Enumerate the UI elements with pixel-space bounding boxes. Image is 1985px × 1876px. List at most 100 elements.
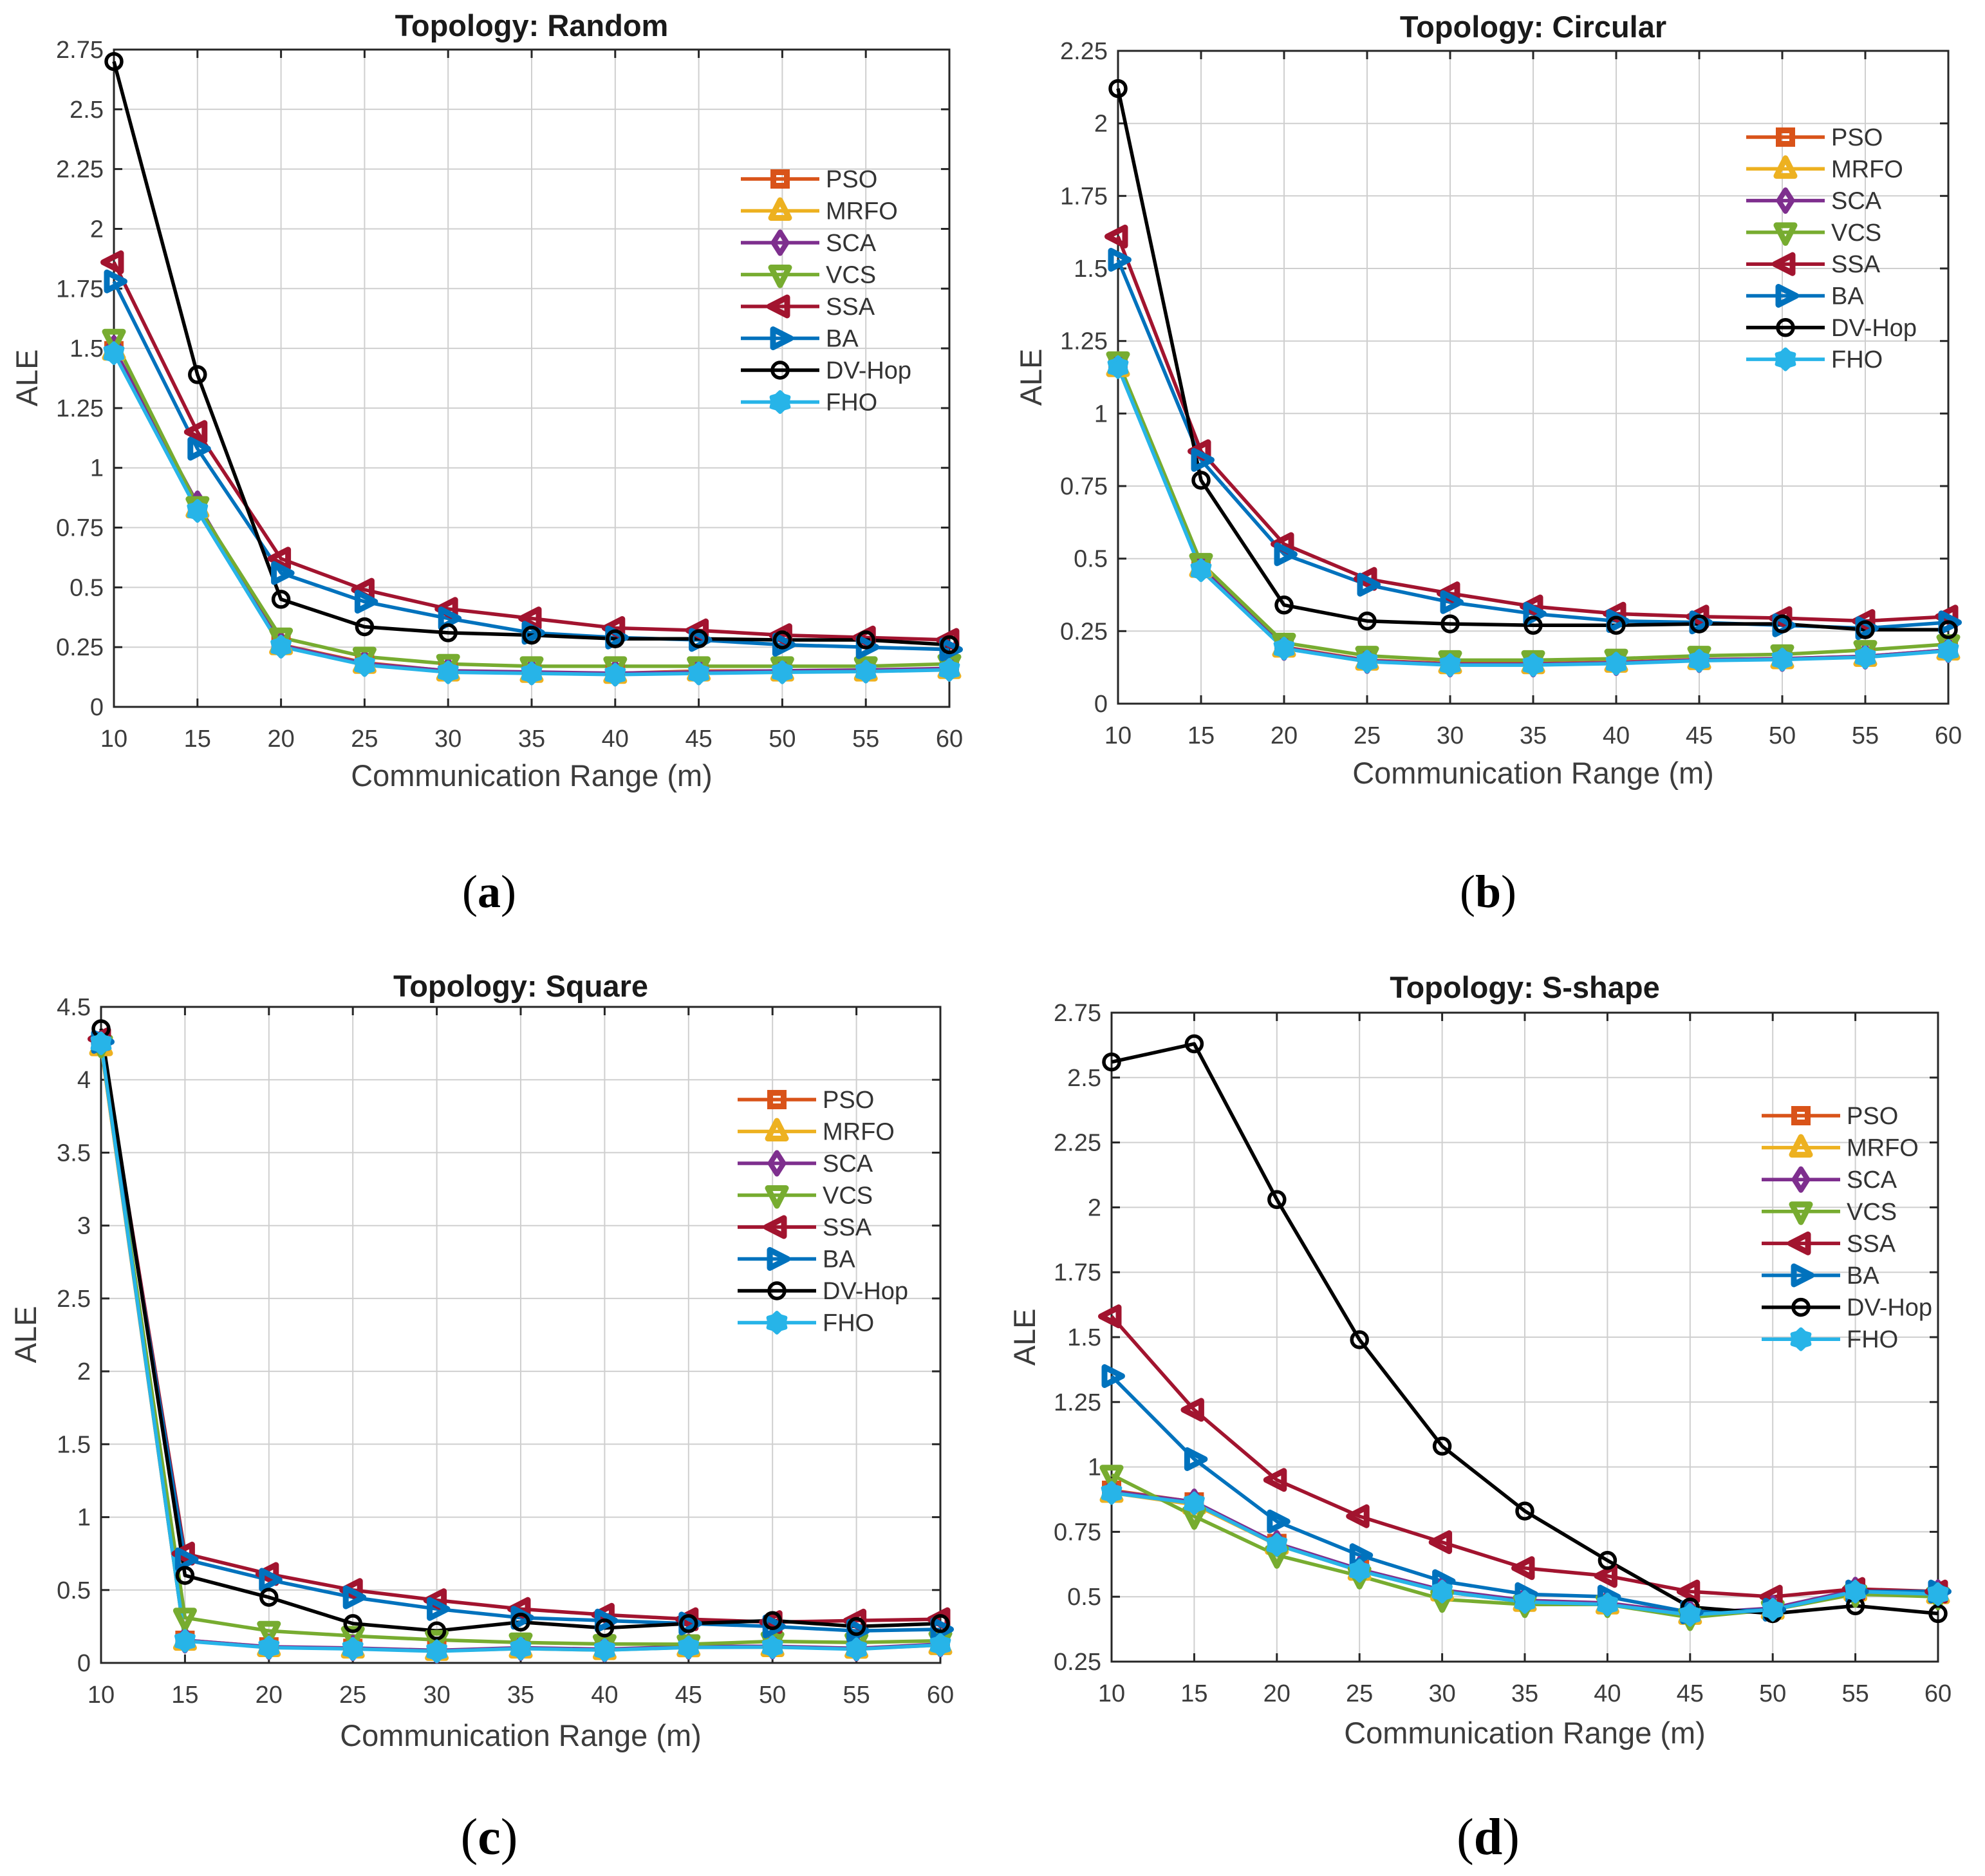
svg-text:VCS: VCS [1831,220,1881,247]
svg-text:1.5: 1.5 [70,335,104,362]
svg-text:Communication Range (m): Communication Range (m) [1352,756,1714,790]
svg-text:2.25: 2.25 [1060,38,1108,65]
svg-text:50: 50 [769,726,796,753]
svg-text:FHO: FHO [823,1310,874,1337]
svg-text:1.5: 1.5 [1067,1324,1101,1351]
svg-text:VCS: VCS [1847,1199,1897,1226]
svg-text:50: 50 [1769,722,1796,749]
svg-text:FHO: FHO [1831,346,1883,373]
svg-text:3.5: 3.5 [57,1140,91,1167]
svg-text:25: 25 [339,1682,366,1709]
svg-text:2.75: 2.75 [56,37,104,64]
svg-text:60: 60 [936,726,963,753]
svg-text:Topology: S-shape: Topology: S-shape [1390,970,1660,1004]
svg-text:Topology: Random: Topology: Random [395,8,669,42]
svg-text:60: 60 [1924,1680,1952,1707]
svg-text:20: 20 [1263,1680,1291,1707]
svg-text:VCS: VCS [823,1183,873,1210]
svg-text:10: 10 [1098,1680,1125,1707]
svg-text:SCA: SCA [1847,1167,1897,1194]
svg-text:0: 0 [90,694,104,721]
svg-text:PSO: PSO [823,1087,874,1114]
svg-text:PSO: PSO [1847,1103,1898,1130]
svg-text:1: 1 [77,1505,91,1532]
svg-text:MRFO: MRFO [826,198,898,225]
svg-text:0: 0 [77,1650,91,1677]
svg-text:BA: BA [1847,1262,1879,1290]
svg-text:0.75: 0.75 [1060,473,1108,500]
svg-text:2: 2 [1088,1194,1101,1221]
svg-text:SSA: SSA [826,294,875,321]
svg-text:55: 55 [1841,1680,1869,1707]
svg-text:30: 30 [423,1682,450,1709]
svg-text:2.75: 2.75 [1054,1000,1101,1027]
svg-text:SCA: SCA [1831,188,1882,215]
svg-text:Communication Range (m): Communication Range (m) [1344,1716,1706,1750]
svg-text:0: 0 [1094,691,1108,718]
svg-text:DV-Hop: DV-Hop [1847,1295,1932,1322]
svg-text:SSA: SSA [1847,1230,1896,1257]
svg-text:(a): (a) [462,866,516,917]
svg-text:FHO: FHO [826,389,877,417]
svg-text:2.5: 2.5 [57,1286,91,1313]
svg-text:45: 45 [1677,1680,1704,1707]
svg-text:1: 1 [90,455,104,482]
svg-text:(b): (b) [1460,866,1516,917]
svg-text:0.5: 0.5 [70,574,104,601]
svg-text:BA: BA [823,1246,855,1273]
svg-text:ALE: ALE [1007,1309,1041,1366]
svg-text:35: 35 [1511,1680,1538,1707]
svg-text:25: 25 [351,726,378,753]
svg-text:15: 15 [171,1682,198,1709]
svg-text:1: 1 [1088,1454,1101,1481]
svg-text:1: 1 [1094,400,1108,427]
svg-text:15: 15 [1180,1680,1207,1707]
svg-text:SCA: SCA [826,230,877,257]
svg-text:SSA: SSA [1831,251,1881,278]
svg-text:35: 35 [507,1682,534,1709]
svg-text:FHO: FHO [1847,1326,1898,1353]
svg-text:(c): (c) [461,1809,518,1866]
svg-text:SSA: SSA [823,1214,872,1241]
svg-text:2: 2 [90,216,104,243]
svg-text:SCA: SCA [823,1150,873,1177]
svg-text:35: 35 [1520,722,1547,749]
svg-text:0.5: 0.5 [1074,546,1108,573]
svg-text:4.5: 4.5 [57,994,91,1021]
svg-text:DV-Hop: DV-Hop [826,357,911,384]
svg-text:0.25: 0.25 [1060,618,1108,645]
svg-text:40: 40 [602,726,629,753]
svg-text:55: 55 [1852,722,1879,749]
svg-text:1.5: 1.5 [57,1431,91,1458]
svg-text:1.75: 1.75 [1054,1259,1101,1286]
svg-text:60: 60 [927,1682,954,1709]
svg-text:1.75: 1.75 [56,276,104,303]
svg-text:45: 45 [675,1682,702,1709]
svg-text:2.25: 2.25 [56,156,104,183]
svg-text:MRFO: MRFO [1831,156,1903,183]
svg-text:2.5: 2.5 [70,97,104,124]
svg-text:0.75: 0.75 [56,515,104,542]
svg-text:15: 15 [1188,722,1215,749]
svg-text:PSO: PSO [826,166,877,193]
svg-text:DV-Hop: DV-Hop [1831,315,1917,342]
svg-text:55: 55 [852,726,879,753]
svg-text:DV-Hop: DV-Hop [823,1278,908,1305]
svg-text:0.25: 0.25 [1054,1649,1101,1676]
svg-text:50: 50 [1759,1680,1786,1707]
svg-text:10: 10 [88,1682,115,1709]
svg-text:30: 30 [1437,722,1464,749]
svg-text:3: 3 [77,1213,91,1240]
svg-text:(d): (d) [1457,1809,1520,1866]
svg-text:PSO: PSO [1831,124,1883,151]
svg-text:MRFO: MRFO [1847,1135,1919,1162]
svg-text:0.5: 0.5 [57,1577,91,1604]
svg-text:1.5: 1.5 [1074,256,1108,283]
svg-text:0.25: 0.25 [56,634,104,661]
svg-text:BA: BA [1831,283,1864,310]
svg-text:40: 40 [1603,722,1630,749]
svg-text:15: 15 [184,726,211,753]
svg-text:ALE: ALE [8,1306,42,1364]
svg-text:2.25: 2.25 [1054,1130,1101,1157]
svg-text:40: 40 [1594,1680,1621,1707]
